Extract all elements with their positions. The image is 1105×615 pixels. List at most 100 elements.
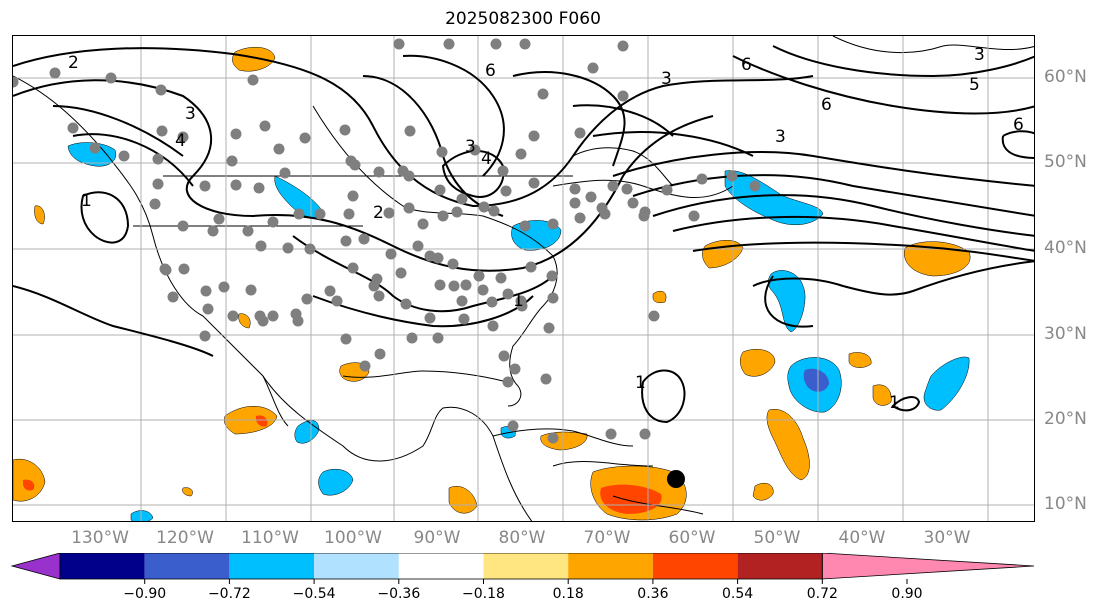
- station-dot: [546, 270, 558, 282]
- station-dot: [638, 210, 650, 222]
- station-dot: [199, 330, 211, 342]
- colorbar-segment: [229, 553, 315, 579]
- colorbar-tick-label: 0.72: [806, 586, 838, 602]
- station-dot: [340, 235, 352, 247]
- station-dot: [525, 261, 537, 273]
- station-dot: [374, 348, 386, 360]
- station-dot: [373, 290, 385, 302]
- station-dot: [537, 88, 549, 100]
- contour-label: 1: [889, 393, 900, 413]
- station-dot: [200, 285, 212, 297]
- colorbar-segment: [60, 553, 145, 579]
- station-dot: [385, 248, 397, 260]
- station-dot: [432, 252, 444, 264]
- station-dot: [528, 130, 540, 142]
- station-dot: [696, 173, 708, 185]
- latitude-label: 30°N: [1044, 324, 1087, 344]
- contour-label: 3: [775, 127, 786, 147]
- station-dot: [395, 267, 407, 279]
- colorbar-segment: [568, 553, 653, 579]
- contour-label: 1: [513, 291, 524, 311]
- station-dot: [432, 332, 444, 344]
- station-dot: [547, 292, 559, 304]
- contour-label: 4: [175, 131, 186, 151]
- station-dot: [495, 272, 507, 284]
- longitude-label: 60°W: [668, 528, 716, 548]
- station-dot: [605, 428, 617, 440]
- station-dot: [607, 180, 619, 192]
- station-dot: [267, 310, 279, 322]
- contour-label: 6: [485, 61, 496, 81]
- station-dot: [473, 270, 485, 282]
- station-dot: [230, 179, 242, 191]
- station-dot: [502, 376, 514, 388]
- longitude-label: 110°W: [241, 528, 299, 548]
- colorbar-tick-label: −0.72: [207, 586, 251, 602]
- station-dot: [434, 279, 446, 291]
- station-dot: [314, 208, 326, 220]
- station-dot: [478, 201, 490, 213]
- colorbar: [10, 552, 1040, 589]
- station-dot: [245, 284, 257, 296]
- station-dot: [383, 207, 395, 219]
- station-dot: [149, 198, 161, 210]
- station-dot: [547, 432, 559, 444]
- latitude-label: 40°N: [1044, 238, 1087, 258]
- station-dot: [458, 313, 470, 325]
- station-dot: [507, 420, 519, 432]
- station-dot: [155, 84, 167, 96]
- station-dot: [528, 177, 540, 189]
- station-dot: [257, 315, 269, 327]
- station-dot: [486, 296, 498, 308]
- colorbar-segment: [652, 553, 738, 579]
- station-dot: [448, 280, 460, 292]
- station-dot: [292, 315, 304, 327]
- station-dot: [648, 310, 660, 322]
- station-dot: [447, 258, 459, 270]
- station-dot: [540, 373, 552, 385]
- station-dot: [279, 167, 291, 179]
- station-dot: [282, 242, 294, 254]
- colorbar-segment: [398, 553, 484, 579]
- station-dot: [502, 288, 514, 300]
- station-dot: [515, 148, 527, 160]
- station-dot: [340, 333, 352, 345]
- longitude-label: 120°W: [156, 528, 214, 548]
- station-dot: [293, 208, 305, 220]
- station-dot: [456, 193, 468, 205]
- colorbar-tick-label: −0.36: [377, 586, 421, 602]
- station-dot: [152, 153, 164, 165]
- station-dot: [403, 202, 415, 214]
- station-dot: [213, 213, 225, 225]
- contour-label: 3: [974, 45, 985, 65]
- colorbar-extend-high: [821, 552, 1035, 580]
- station-dot: [519, 220, 531, 232]
- station-dot: [368, 280, 380, 292]
- latitude-label: 60°N: [1044, 67, 1087, 87]
- station-dot: [373, 166, 385, 178]
- station-dot: [488, 205, 500, 217]
- station-dot: [299, 132, 311, 144]
- station-dot: [585, 191, 597, 203]
- station-dot: [406, 332, 418, 344]
- colorbar-segment: [483, 553, 569, 579]
- station-dot: [547, 218, 559, 230]
- height-contours: [13, 45, 1034, 424]
- grid-lines: [13, 36, 1034, 521]
- station-dot: [177, 131, 189, 143]
- station-dot: [89, 142, 101, 154]
- station-dot: [417, 218, 429, 230]
- station-dot: [49, 67, 61, 79]
- contour-label: 3: [185, 104, 196, 124]
- station-dot: [469, 144, 481, 156]
- station-dot: [301, 293, 313, 305]
- longitude-label: 100°W: [324, 528, 382, 548]
- colorbar-tick-label: 0.18: [552, 586, 584, 602]
- station-dot: [627, 197, 639, 209]
- station-dot: [617, 40, 629, 52]
- station-dot: [412, 240, 424, 252]
- colorbar-tick-label: 0.90: [891, 586, 923, 602]
